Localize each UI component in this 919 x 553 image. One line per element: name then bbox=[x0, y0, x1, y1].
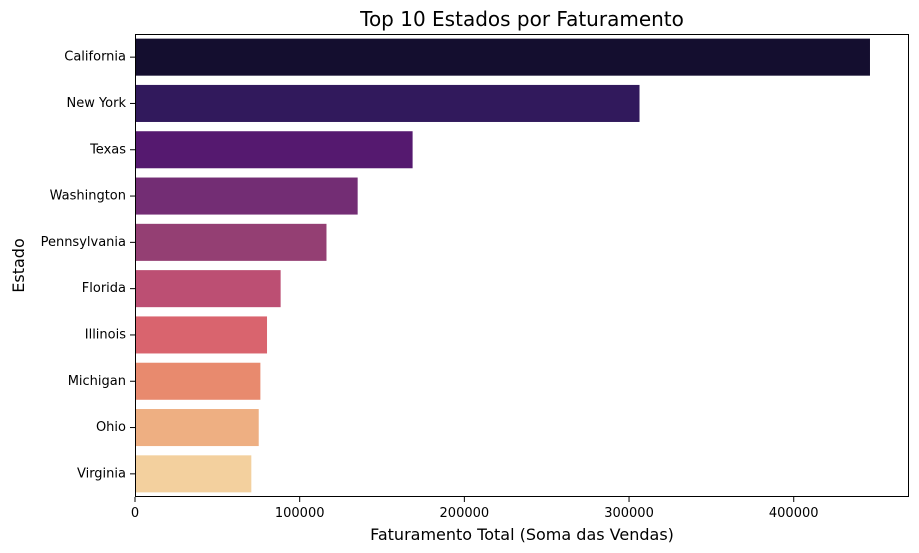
bar-michigan bbox=[135, 362, 261, 400]
x-tick-label: 0 bbox=[131, 506, 139, 521]
y-tick-label: Illinois bbox=[85, 327, 126, 342]
chart-title: Top 10 Estados por Faturamento bbox=[359, 7, 684, 31]
y-tick-label: California bbox=[64, 50, 126, 65]
x-tick-label: 200000 bbox=[440, 506, 490, 521]
bar-new-york bbox=[135, 84, 640, 122]
y-axis-label: Estado bbox=[9, 238, 28, 292]
x-axis-label: Faturamento Total (Soma das Vendas) bbox=[370, 525, 674, 544]
ticks-layer: California New York Texas Washington Pennsyl… bbox=[41, 50, 819, 521]
bar-california bbox=[135, 38, 870, 76]
x-tick-label: 400000 bbox=[769, 506, 819, 521]
y-tick-label: Virginia bbox=[77, 466, 126, 481]
bar-pennsylvania bbox=[135, 223, 327, 261]
bar-texas bbox=[135, 131, 413, 169]
y-tick-label: Florida bbox=[82, 281, 126, 296]
y-tick-label: New York bbox=[66, 96, 126, 111]
bar-virginia bbox=[135, 455, 252, 493]
x-tick-label: 300000 bbox=[604, 506, 654, 521]
y-tick-label: Pennsylvania bbox=[41, 235, 126, 250]
y-tick-label: Ohio bbox=[96, 420, 126, 435]
y-tick-label: Texas bbox=[89, 142, 126, 157]
bar-illinois bbox=[135, 316, 268, 354]
y-tick-label: Washington bbox=[50, 189, 126, 204]
bar-ohio bbox=[135, 409, 259, 447]
y-tick-label: Michigan bbox=[68, 374, 126, 389]
bar-florida bbox=[135, 270, 281, 308]
axes-frame bbox=[135, 34, 909, 497]
x-tick-label: 100000 bbox=[275, 506, 325, 521]
bar-washington bbox=[135, 177, 358, 215]
bars-layer bbox=[135, 38, 870, 493]
